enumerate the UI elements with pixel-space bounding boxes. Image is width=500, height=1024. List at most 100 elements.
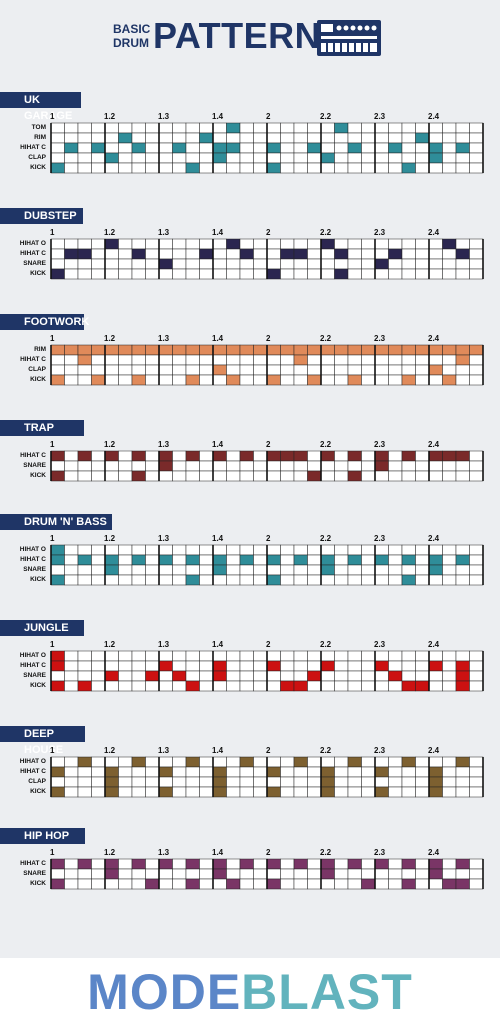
step-cell[interactable] [199, 776, 214, 788]
step-cell-active[interactable] [334, 122, 349, 134]
step-cell[interactable] [118, 766, 133, 778]
step-cell[interactable] [199, 152, 214, 164]
step-cell[interactable] [226, 868, 241, 880]
step-cell[interactable] [320, 878, 335, 890]
step-cell[interactable] [145, 776, 160, 788]
step-cell[interactable] [91, 858, 106, 870]
step-cell[interactable] [253, 858, 268, 870]
step-cell[interactable] [118, 122, 133, 134]
step-cell[interactable] [199, 460, 214, 472]
step-cell[interactable] [415, 878, 430, 890]
step-cell-active[interactable] [428, 142, 443, 154]
step-cell[interactable] [388, 660, 403, 672]
step-cell-active[interactable] [131, 142, 146, 154]
step-cell-active[interactable] [293, 858, 308, 870]
step-cell[interactable] [361, 450, 376, 462]
step-cell[interactable] [50, 238, 65, 250]
step-cell[interactable] [239, 660, 254, 672]
step-cell[interactable] [320, 248, 335, 260]
step-cell[interactable] [455, 766, 470, 778]
step-cell[interactable] [374, 574, 389, 586]
step-cell-active[interactable] [266, 344, 281, 356]
step-cell[interactable] [428, 650, 443, 662]
step-cell[interactable] [469, 132, 484, 144]
step-cell[interactable] [266, 238, 281, 250]
step-cell-active[interactable] [374, 344, 389, 356]
step-cell[interactable] [374, 670, 389, 682]
step-cell[interactable] [212, 248, 227, 260]
step-cell[interactable] [239, 470, 254, 482]
step-cell[interactable] [455, 574, 470, 586]
step-cell-active[interactable] [158, 344, 173, 356]
step-cell[interactable] [280, 374, 295, 386]
step-cell[interactable] [226, 152, 241, 164]
step-cell[interactable] [91, 776, 106, 788]
step-cell[interactable] [226, 268, 241, 280]
step-cell[interactable] [280, 766, 295, 778]
step-cell[interactable] [145, 354, 160, 366]
step-cell[interactable] [401, 776, 416, 788]
step-cell[interactable] [455, 122, 470, 134]
step-cell[interactable] [388, 858, 403, 870]
step-cell[interactable] [118, 868, 133, 880]
step-cell-active[interactable] [401, 374, 416, 386]
step-cell[interactable] [172, 868, 187, 880]
step-cell[interactable] [118, 776, 133, 788]
step-cell[interactable] [469, 364, 484, 376]
step-cell[interactable] [145, 132, 160, 144]
step-cell-active[interactable] [361, 344, 376, 356]
step-cell-active[interactable] [172, 344, 187, 356]
step-cell[interactable] [158, 132, 173, 144]
step-cell[interactable] [185, 470, 200, 482]
step-cell-active[interactable] [374, 766, 389, 778]
step-cell[interactable] [415, 574, 430, 586]
step-cell[interactable] [172, 470, 187, 482]
step-cell[interactable] [320, 142, 335, 154]
step-cell[interactable] [455, 776, 470, 788]
step-cell[interactable] [91, 162, 106, 174]
step-cell[interactable] [226, 470, 241, 482]
step-cell[interactable] [320, 670, 335, 682]
step-cell[interactable] [374, 374, 389, 386]
step-cell[interactable] [158, 670, 173, 682]
step-cell-active[interactable] [158, 858, 173, 870]
step-cell[interactable] [131, 268, 146, 280]
step-cell[interactable] [401, 142, 416, 154]
step-cell[interactable] [428, 374, 443, 386]
step-cell-active[interactable] [185, 878, 200, 890]
step-cell[interactable] [91, 786, 106, 798]
step-cell[interactable] [91, 574, 106, 586]
step-cell-active[interactable] [293, 554, 308, 566]
step-cell-active[interactable] [185, 344, 200, 356]
step-cell[interactable] [361, 680, 376, 692]
step-cell[interactable] [307, 574, 322, 586]
step-cell[interactable] [415, 238, 430, 250]
step-cell[interactable] [442, 786, 457, 798]
step-cell[interactable] [226, 554, 241, 566]
step-cell-active[interactable] [320, 858, 335, 870]
step-cell[interactable] [401, 268, 416, 280]
step-cell-active[interactable] [212, 554, 227, 566]
step-cell[interactable] [307, 460, 322, 472]
step-cell[interactable] [320, 650, 335, 662]
step-cell[interactable] [118, 670, 133, 682]
step-cell[interactable] [158, 756, 173, 768]
step-cell[interactable] [226, 450, 241, 462]
step-cell[interactable] [199, 122, 214, 134]
step-cell-active[interactable] [77, 756, 92, 768]
step-cell[interactable] [374, 878, 389, 890]
step-cell[interactable] [334, 238, 349, 250]
step-cell[interactable] [401, 564, 416, 576]
step-cell[interactable] [469, 248, 484, 260]
step-cell[interactable] [50, 152, 65, 164]
step-cell[interactable] [77, 460, 92, 472]
step-cell[interactable] [374, 268, 389, 280]
step-cell-active[interactable] [239, 756, 254, 768]
step-cell[interactable] [469, 142, 484, 154]
step-cell[interactable] [199, 258, 214, 270]
step-cell[interactable] [212, 238, 227, 250]
step-cell[interactable] [118, 238, 133, 250]
step-cell[interactable] [64, 878, 79, 890]
step-cell[interactable] [388, 450, 403, 462]
step-cell[interactable] [64, 680, 79, 692]
